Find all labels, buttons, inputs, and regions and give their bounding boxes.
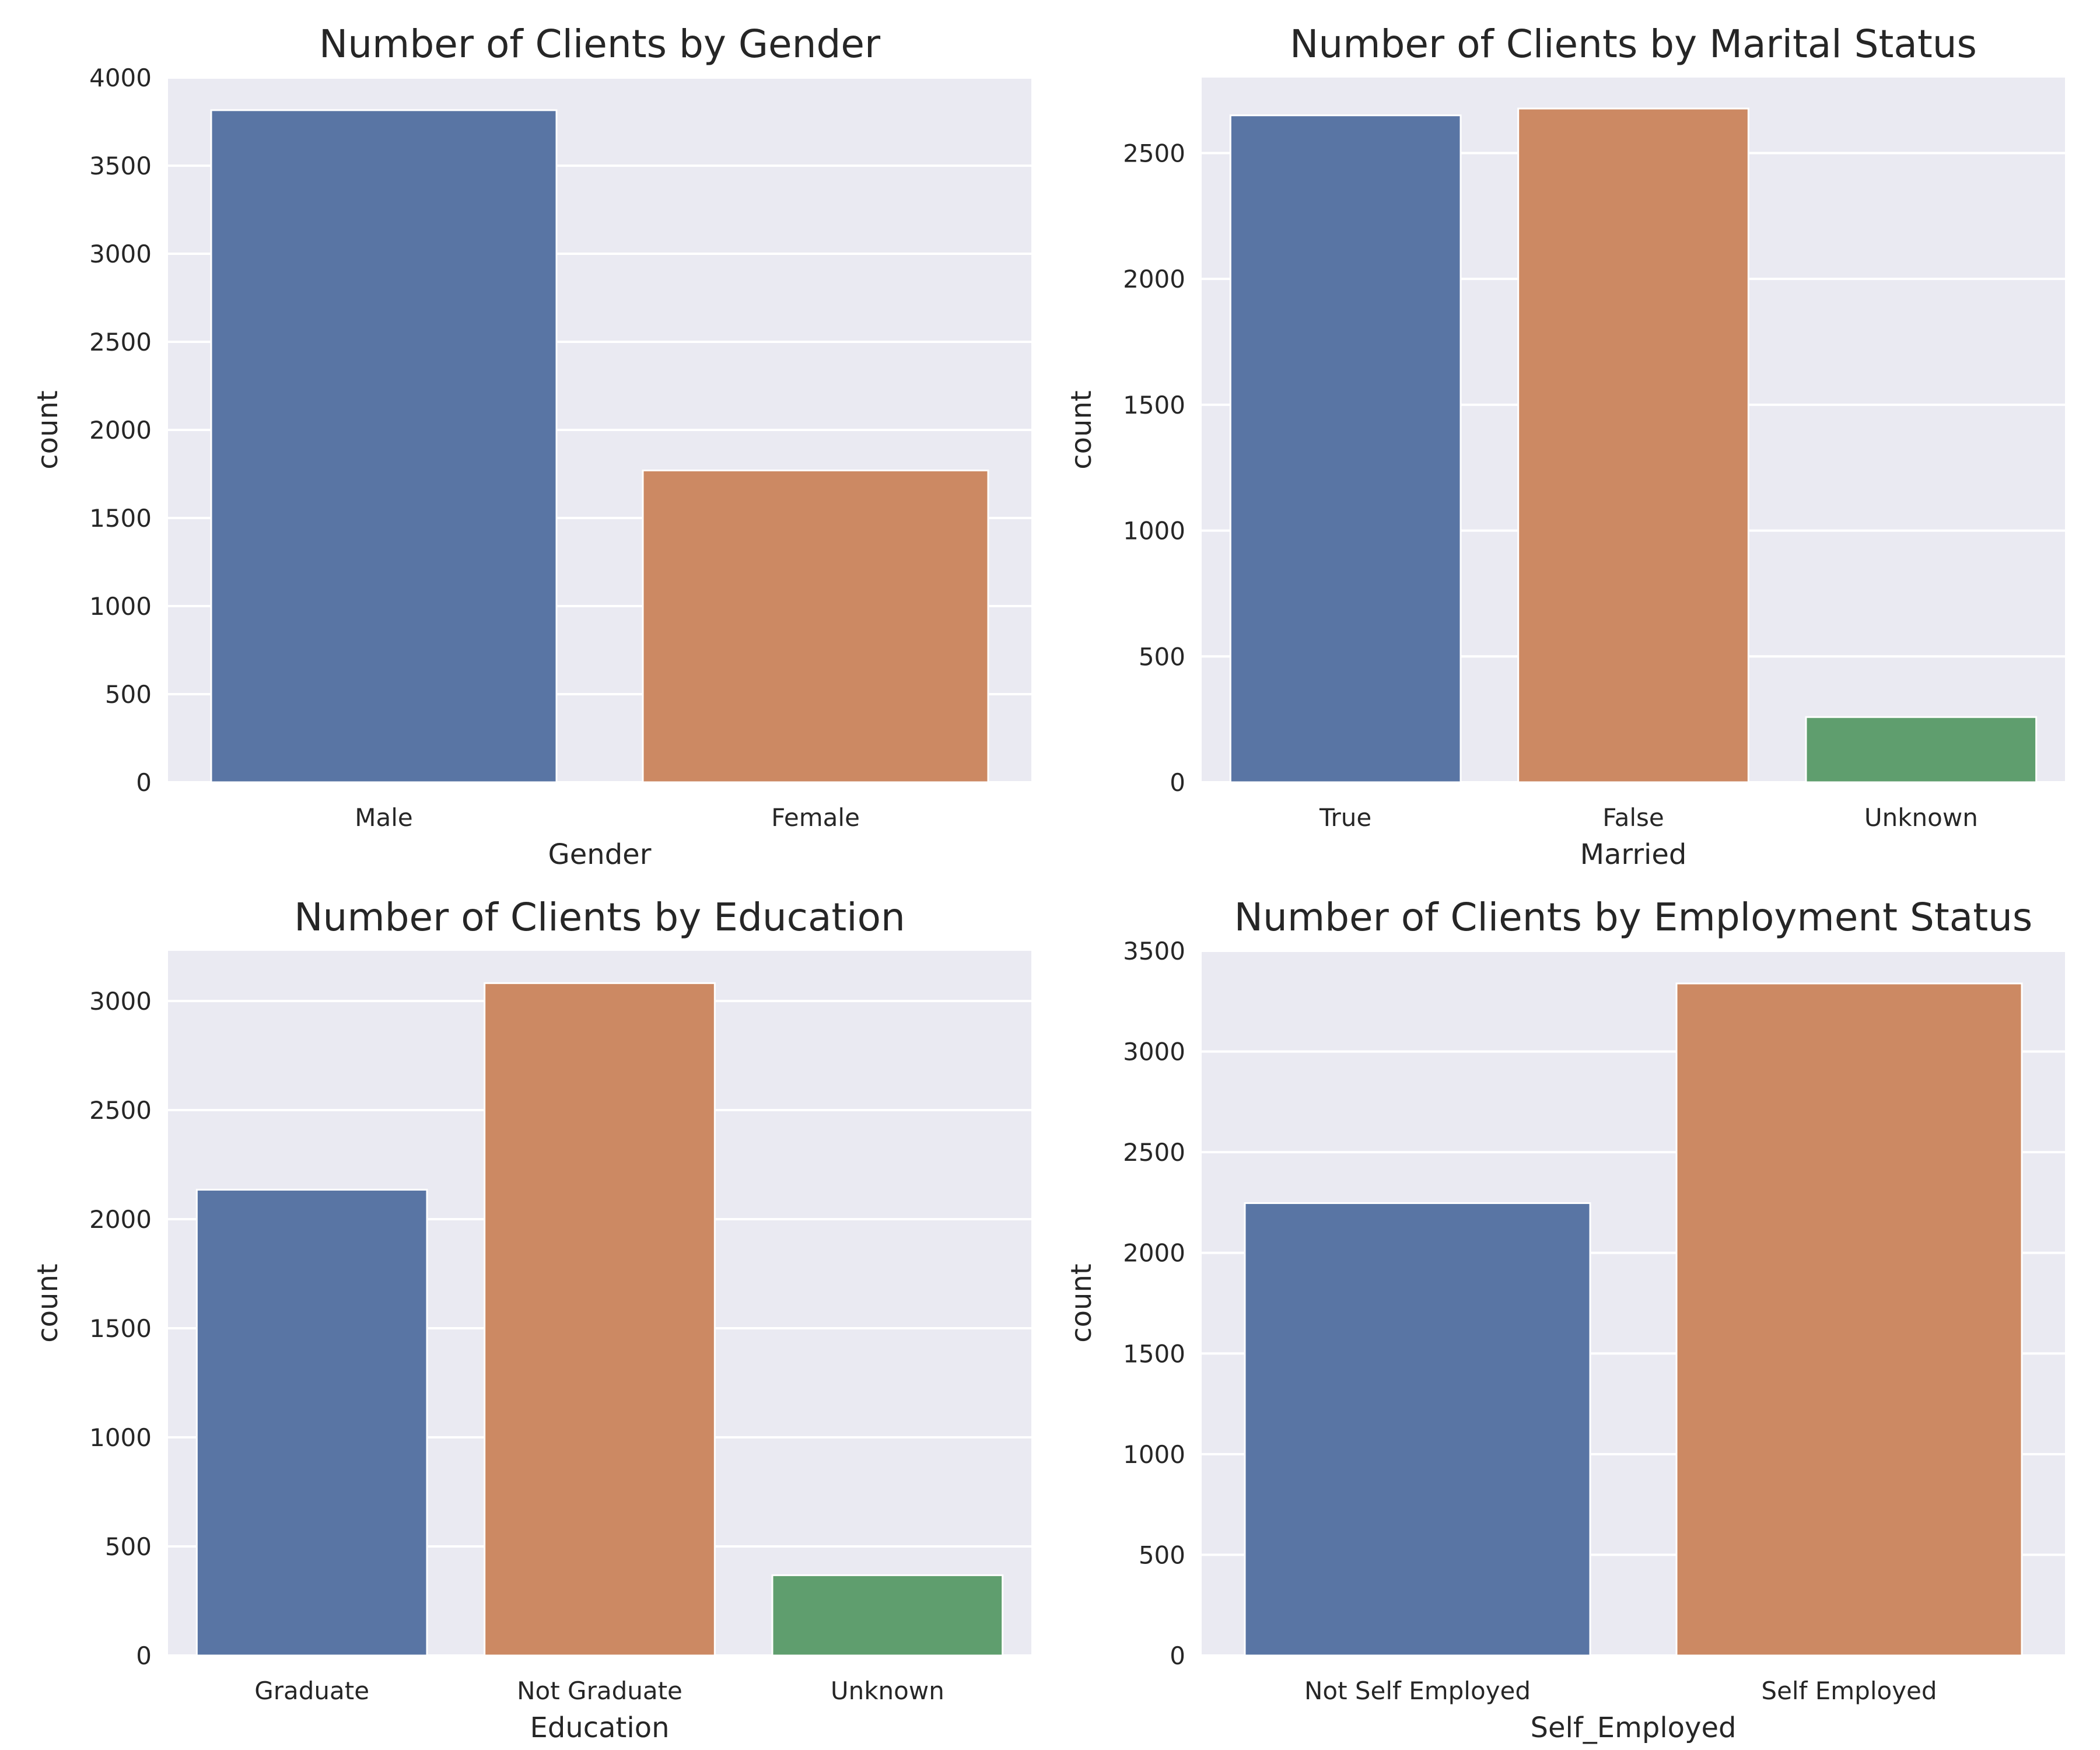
y-tick-label: 1000: [89, 1423, 152, 1452]
chart-title: Number of Clients by Gender: [319, 22, 881, 66]
y-tick-label: 500: [105, 1532, 152, 1561]
x-tick-label: Female: [771, 803, 860, 832]
y-tick-label: 2000: [1123, 265, 1185, 293]
bar-unknown: [771, 1574, 1004, 1657]
bar-true: [1229, 114, 1462, 783]
y-tick-label: 500: [1139, 1541, 1185, 1569]
y-tick-label: 2500: [89, 328, 152, 356]
y-tick-label: 3500: [1123, 937, 1185, 965]
y-tick-label: 4000: [89, 64, 152, 92]
bar-female: [642, 469, 989, 783]
y-tick-label: 1500: [1123, 1339, 1185, 1368]
chart-panel-3: 0 500 1000 1500 2000 2500 3000 3500 Not Self Emp…: [1065, 895, 2065, 1744]
y-axis-label: count: [32, 1264, 64, 1342]
y-axis-label: count: [1065, 390, 1098, 469]
chart-title: Number of Clients by Marital Status: [1290, 22, 1977, 66]
x-axis-label: Education: [530, 1712, 670, 1744]
x-tick-label: Unknown: [1864, 803, 1978, 832]
y-tick-label: 1000: [1123, 517, 1185, 545]
chart-panel-1: 0 500 1000 1500 2000 2500 True False Unknown Numb…: [1065, 22, 2065, 871]
x-axis-label: Married: [1580, 838, 1687, 871]
y-tick-label: 0: [136, 1642, 152, 1670]
bar-graduate: [195, 1189, 428, 1657]
chart-title: Number of Clients by Employment Status: [1234, 895, 2033, 940]
bar-false: [1517, 107, 1749, 783]
bar-self-employed: [1675, 982, 2023, 1657]
x-tick-label: Not Graduate: [517, 1676, 682, 1705]
bar-not-graduate: [484, 982, 716, 1657]
y-tick-label: 500: [1139, 642, 1185, 671]
y-tick-label: 1500: [1123, 391, 1185, 419]
y-tick-label: 2000: [89, 1205, 152, 1234]
y-tick-label: 0: [136, 768, 152, 797]
x-tick-label: Unknown: [831, 1676, 944, 1705]
y-tick-label: 3000: [1123, 1038, 1185, 1066]
x-tick-label: False: [1602, 803, 1664, 832]
y-tick-label: 1500: [89, 1314, 152, 1343]
x-tick-label: True: [1319, 803, 1371, 832]
bar-not-self-employed: [1244, 1202, 1591, 1657]
x-axis-label: Self_Employed: [1531, 1712, 1737, 1744]
y-tick-label: 3500: [89, 152, 152, 180]
chart-panel-2: 0 500 1000 1500 2000 2500 3000 Graduate Not Grad…: [32, 895, 1031, 1744]
x-tick-label: Graduate: [254, 1676, 369, 1705]
y-axis-label: count: [32, 390, 64, 469]
y-tick-label: 2500: [1123, 139, 1185, 167]
chart-panel-0: 0 500 1000 1500 2000 2500 3000 3500 4000 Male Fema…: [32, 22, 1031, 871]
x-tick-label: Self Employed: [1761, 1676, 1937, 1705]
y-tick-label: 0: [1170, 768, 1185, 797]
y-tick-label: 2500: [89, 1096, 152, 1125]
y-tick-label: 1000: [89, 592, 152, 621]
chart-title: Number of Clients by Education: [294, 895, 905, 940]
y-tick-label: 3000: [89, 987, 152, 1016]
y-tick-label: 0: [1170, 1642, 1185, 1670]
y-tick-label: 2000: [1123, 1239, 1185, 1268]
x-tick-label: Not Self Employed: [1304, 1676, 1531, 1705]
y-tick-label: 1500: [89, 504, 152, 533]
y-tick-label: 2000: [89, 416, 152, 444]
y-tick-label: 1000: [1123, 1440, 1185, 1469]
bar-unknown: [1805, 716, 2038, 783]
bar-male: [210, 109, 558, 783]
y-tick-label: 500: [105, 680, 152, 709]
y-axis-label: count: [1065, 1264, 1098, 1342]
x-tick-label: Male: [355, 803, 412, 832]
x-axis-label: Gender: [548, 838, 652, 871]
y-tick-label: 2500: [1123, 1138, 1185, 1167]
y-tick-label: 3000: [89, 240, 152, 268]
